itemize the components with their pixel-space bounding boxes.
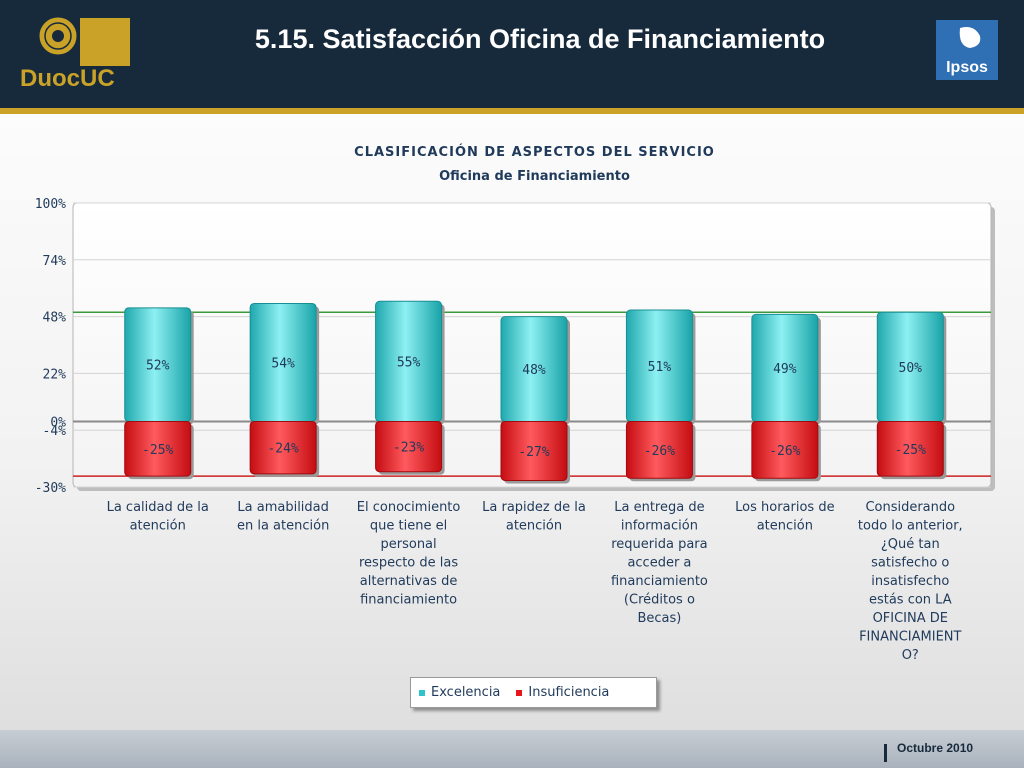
- chart-legend: Excelencia Insuficiencia: [410, 677, 657, 708]
- x-category-label: Considerando todo lo anterior, ¿Qué tan sat…: [858, 500, 963, 663]
- y-tick-label: 22%: [43, 367, 67, 382]
- y-tick-label: 74%: [43, 254, 67, 269]
- data-label-excelencia: 49%: [773, 362, 797, 377]
- chart-subtitle: Oficina de Financiamiento: [439, 169, 630, 184]
- duocuc-logo: DuocUC: [20, 16, 130, 92]
- x-category-label: La rapidez de la atención: [482, 500, 586, 534]
- legend-label-excelencia: Excelencia: [431, 685, 501, 700]
- ipsos-logo-text: Ipsos: [946, 59, 988, 76]
- data-label-excelencia: 48%: [522, 363, 546, 378]
- data-label-excelencia: 54%: [271, 356, 295, 371]
- y-tick-label: -4%: [43, 424, 67, 439]
- x-category-label: La amabilidad en la atención: [237, 500, 329, 534]
- header-gold-rule: [0, 108, 1024, 114]
- data-label-insuficiencia: -26%: [769, 444, 800, 459]
- bar-insuficiencia: [375, 420, 443, 473]
- data-label-insuficiencia: -25%: [895, 443, 926, 458]
- page-title: 5.15. Satisfacción Oficina de Financiami…: [254, 24, 826, 54]
- footer-date: Octubre 2010: [897, 741, 974, 755]
- duocuc-logo-text: DuocUC: [20, 65, 115, 92]
- data-label-insuficiencia: -27%: [518, 445, 549, 460]
- footer-bar: [0, 730, 1024, 768]
- bar-insuficiencia: [249, 420, 317, 475]
- bar-chart: 100% 74% 48% 22% 0%-4% -30% 52% -25% La calidad …: [35, 197, 995, 663]
- legend-swatch-excelencia: [419, 689, 425, 696]
- x-category-label: La calidad de la atención: [107, 500, 209, 534]
- y-tick-label: 100%: [35, 197, 66, 212]
- data-label-excelencia: 55%: [397, 355, 421, 370]
- data-label-insuficiencia: -26%: [644, 444, 675, 459]
- data-label-insuficiencia: -25%: [142, 443, 173, 458]
- data-label-insuficiencia: -23%: [393, 441, 424, 456]
- y-tick-label: -30%: [35, 481, 66, 496]
- bar-insuficiencia: [751, 420, 819, 479]
- y-tick-label: 48%: [43, 311, 67, 326]
- data-label-excelencia: 50%: [899, 361, 923, 376]
- legend-item-excelencia: Excelencia: [419, 685, 500, 700]
- x-category-label: Los horarios de atención: [735, 500, 834, 534]
- bar-insuficiencia: [625, 420, 693, 479]
- y-tick-label: 0%: [50, 415, 66, 430]
- bar-insuficiencia: [124, 420, 192, 477]
- legend-item-insuficiencia: Insuficiencia: [516, 685, 609, 700]
- data-label-insuficiencia: -24%: [267, 442, 298, 457]
- legend-label-insuficiencia: Insuficiencia: [528, 685, 610, 700]
- ipsos-logo: Ipsos: [936, 20, 998, 80]
- x-category-label: La entrega de información requerida para ac…: [611, 500, 708, 626]
- bar-insuficiencia: [876, 420, 944, 477]
- bar-insuficiencia: [500, 420, 568, 481]
- footer-divider: [884, 744, 887, 762]
- legend-swatch-insuficiencia: [516, 689, 523, 696]
- data-label-excelencia: 52%: [146, 359, 170, 374]
- data-label-excelencia: 51%: [648, 360, 672, 375]
- chart-title: CLASIFICACIÓN DE ASPECTOS DEL SERVICIO: [354, 145, 715, 160]
- header-bar: [0, 0, 1024, 108]
- x-category-label: El conocimiento que tiene el personal respe…: [357, 500, 461, 608]
